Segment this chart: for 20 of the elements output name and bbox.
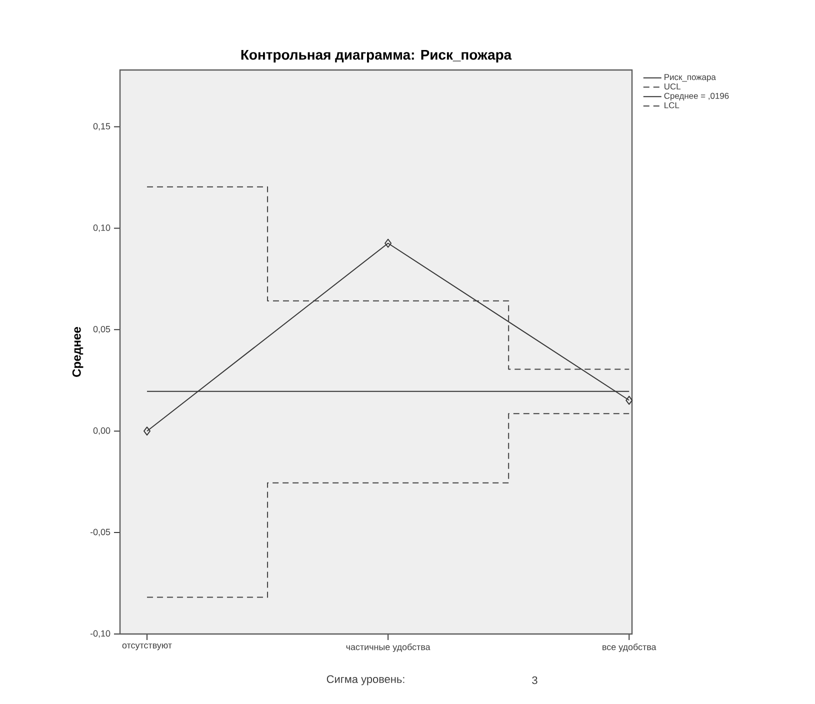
chart-title: Контрольная диаграмма: Риск_пожара bbox=[241, 50, 512, 62]
legend-label: LCL bbox=[664, 102, 680, 108]
y-tick-label: 0,15 bbox=[93, 123, 110, 130]
y-tick-label: 0,05 bbox=[93, 326, 110, 334]
text: Сигма уровень: bbox=[326, 675, 404, 686]
y-tick-label: 0,10 bbox=[93, 224, 110, 232]
point bbox=[144, 426, 151, 436]
point bbox=[626, 396, 633, 405]
legend-label: Среднее = ,0196 bbox=[664, 92, 729, 101]
legend-label: Риск_пожара bbox=[664, 74, 716, 82]
y-tick-label: -0,05 bbox=[90, 528, 110, 536]
text: 3 bbox=[532, 676, 538, 684]
x-tick-label: частичные удобства bbox=[346, 644, 430, 652]
y-tick-label: -0,10 bbox=[90, 630, 110, 638]
x-tick-label: все удобства bbox=[602, 644, 656, 652]
point bbox=[384, 238, 392, 248]
y-tick-label: 0,00 bbox=[93, 427, 110, 435]
legend-label: UCL bbox=[664, 83, 681, 90]
x-tick-label: отсутствуют bbox=[122, 644, 172, 650]
y-axis-title: Среднее bbox=[72, 327, 84, 377]
